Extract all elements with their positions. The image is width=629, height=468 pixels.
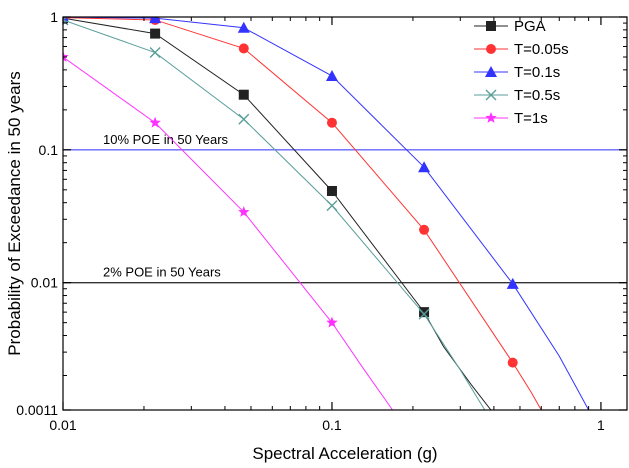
reference-lines: 10% POE in 50 Years 2% POE in 50 Years [63, 132, 627, 284]
series-3-point [237, 21, 250, 33]
series-3-point [149, 17, 162, 24]
legend-marker-1 [486, 21, 496, 31]
y-tick-label: 0.1 [39, 142, 59, 158]
legend-label-2: T=0.05s [514, 41, 569, 58]
series-3-point [506, 277, 519, 289]
series-1-point [150, 28, 161, 39]
legend-marker-3 [485, 66, 497, 77]
legend-label-1: PGA [514, 18, 546, 35]
y-axis: 0.0011 0.01 0.1 1 [16, 9, 627, 418]
series-3 [63, 17, 590, 410]
series-5 [63, 50, 393, 410]
plot-frame [62, 16, 628, 411]
series-3-point [418, 161, 431, 173]
y-tick-label: 0.0011 [16, 402, 58, 418]
series-5-point [149, 116, 161, 128]
legend-marker-2 [486, 44, 496, 54]
series-5-point [63, 50, 69, 62]
series-4-point [149, 47, 161, 59]
series-5-point [326, 316, 338, 328]
reference-line-label-1: 10% POE in 50 Years [103, 132, 229, 147]
series-line-4 [63, 19, 486, 410]
legend-marker-4 [485, 89, 497, 101]
legend-label-5: T=1s [514, 110, 548, 127]
x-axis: 0.01 0.1 1 [49, 17, 605, 433]
series-2-point [419, 224, 430, 235]
series-1 [63, 17, 492, 410]
series-line-1 [63, 17, 492, 410]
legend-label-3: T=0.1s [514, 64, 560, 81]
series-2-point [507, 357, 518, 368]
reference-line-label-2: 2% POE in 50 Years [103, 265, 221, 280]
series-1-point [326, 185, 337, 196]
series-4-point [418, 308, 430, 320]
legend-label-4: T=0.5s [514, 87, 560, 104]
series-3-point [325, 69, 338, 81]
data-series [63, 17, 590, 410]
y-tick-label: 0.01 [31, 275, 58, 291]
series-2 [63, 17, 542, 410]
legend: PGA T=0.05s T=0.1s T=0.5s T=1s [474, 18, 569, 127]
series-line-5 [63, 56, 393, 410]
series-4-point [238, 113, 250, 125]
series-2-point [238, 43, 249, 54]
series-line-2 [63, 17, 542, 410]
series-2-point [326, 117, 337, 128]
y-tick-label: 1 [50, 9, 58, 25]
x-tick-label: 0.1 [322, 417, 342, 433]
x-tick-label: 0.01 [49, 417, 76, 433]
series-5-point [238, 206, 250, 217]
series-4-point [326, 200, 338, 212]
series-1-point [238, 89, 249, 100]
x-axis-title: Spectral Acceleration (g) [252, 444, 437, 463]
x-tick-label: 1 [597, 417, 605, 433]
y-axis-title: Probability of Exceedance in 50 years [5, 71, 24, 355]
series-4 [63, 17, 486, 410]
series-1-point [419, 307, 430, 318]
series-line-3 [63, 17, 590, 410]
legend-marker-5 [485, 112, 497, 123]
